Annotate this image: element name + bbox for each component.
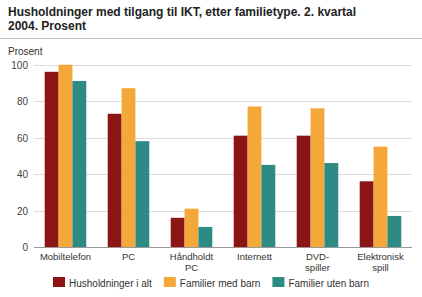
x-tick-label-line: Mobiltelefon (40, 251, 91, 262)
bar (261, 165, 275, 247)
grid-line (34, 174, 412, 175)
bar (72, 81, 86, 247)
x-tick-label: DVD-spiller (305, 251, 330, 273)
x-tick-label-line: Elektronisk (357, 251, 404, 262)
bar (297, 136, 311, 247)
bar (311, 108, 325, 247)
title-line: Husholdninger med tilgang til IKT, etter… (8, 5, 356, 19)
bar (108, 114, 122, 247)
legend-label: Husholdninger i alt (69, 278, 152, 289)
legend-item: Familier med barn (164, 277, 261, 289)
x-tick-label-line: PC (122, 251, 135, 262)
chart-container: Husholdninger med tilgang til IKT, etter… (0, 0, 422, 297)
legend-label: Familier uten barn (288, 278, 369, 289)
x-tick-label: Elektroniskspill (357, 251, 404, 273)
x-tick-label-line: DVD- (306, 251, 329, 262)
x-tick-label-line: spill (372, 262, 388, 273)
bar (234, 136, 248, 247)
x-tick-label: Internett (237, 251, 272, 262)
legend-label: Familier med barn (180, 278, 261, 289)
grid-line (34, 211, 412, 212)
bar-series (72, 81, 401, 247)
bar (135, 141, 149, 247)
y-axis-label: Prosent (8, 46, 43, 57)
bar (122, 88, 136, 247)
title-line: 2004. Prosent (8, 19, 86, 33)
legend-swatch (164, 277, 176, 287)
y-tick-label: 40 (17, 169, 29, 180)
title-separator (0, 38, 422, 39)
x-tick-label-line: Internett (237, 251, 272, 262)
legend: Husholdninger i alt Familier med barn Fami… (53, 277, 369, 289)
x-axis-line (34, 247, 412, 248)
bar (45, 72, 59, 247)
x-tick-label-line: PC (185, 262, 198, 273)
grid-line (34, 101, 412, 102)
bars (45, 65, 402, 248)
bar (374, 147, 388, 247)
legend-item: Husholdninger i alt (53, 277, 152, 289)
bar-series (45, 72, 374, 247)
bar (171, 218, 185, 247)
bar-series (59, 65, 388, 248)
y-tick-label: 0 (22, 242, 28, 253)
legend-swatch (272, 277, 284, 287)
y-tick-label: 20 (17, 206, 29, 217)
y-tick-label: 100 (11, 60, 28, 71)
bar (248, 106, 262, 247)
bar (360, 181, 374, 247)
title: Husholdninger med tilgang til IKT, etter… (8, 5, 356, 33)
chart-svg: Husholdninger med tilgang til IKT, etter… (0, 0, 422, 297)
x-tick-label: HåndholdtPC (170, 251, 214, 273)
y-tick-label: 80 (17, 96, 29, 107)
grid-line (34, 65, 412, 66)
grid-line (34, 138, 412, 139)
bar (387, 216, 401, 247)
bar (324, 163, 338, 247)
bar (185, 209, 199, 247)
bar (198, 227, 212, 247)
grid (34, 66, 412, 248)
legend-item: Familier uten barn (272, 277, 369, 289)
bar (59, 65, 73, 248)
x-tick-label-line: Håndholdt (170, 251, 214, 262)
x-tick-label-line: spiller (305, 262, 330, 273)
x-tick-label: Mobiltelefon (40, 251, 91, 262)
grid-line (34, 247, 412, 248)
x-tick-label: PC (122, 251, 135, 262)
y-tick-label: 60 (17, 133, 29, 144)
legend-swatch (53, 277, 65, 287)
